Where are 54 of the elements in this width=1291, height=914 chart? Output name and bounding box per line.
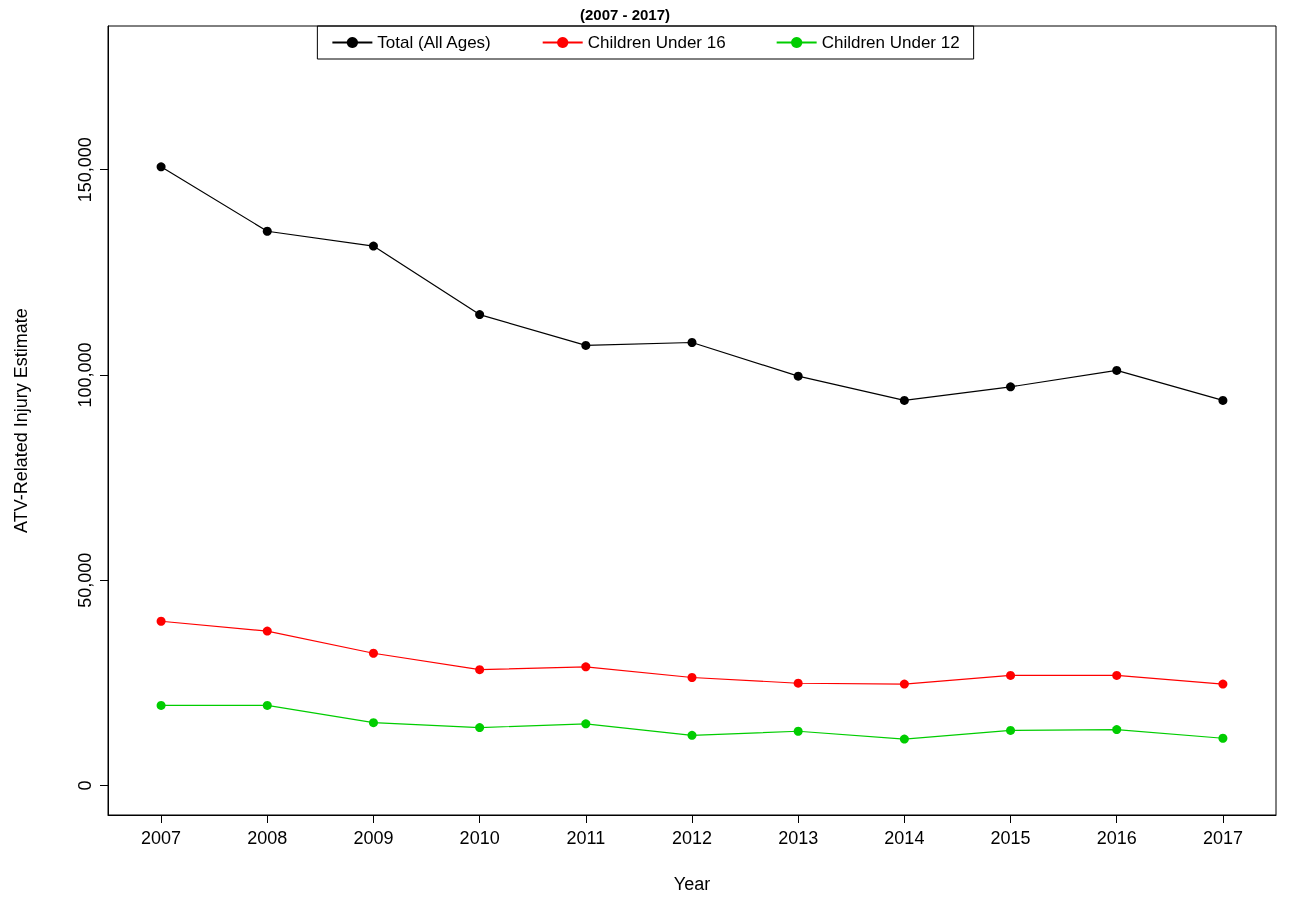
- chart-title: (2007 - 2017): [579, 6, 671, 23]
- y-tick-label: 100,000: [75, 342, 95, 408]
- y-tick-label: 50,000: [75, 552, 95, 608]
- point: [368, 718, 378, 728]
- point: [581, 719, 591, 729]
- point: [899, 395, 909, 405]
- point: [581, 340, 591, 350]
- x-tick-label: 2015: [990, 828, 1031, 848]
- x-tick-label: 2008: [247, 828, 288, 848]
- legend-label: Children Under 16: [587, 33, 726, 52]
- point: [1218, 395, 1228, 405]
- point: [1112, 365, 1122, 375]
- point: [368, 648, 378, 658]
- y-tick-label: 0: [75, 780, 95, 791]
- point: [687, 672, 697, 682]
- y-tick-label: 150,000: [75, 137, 95, 203]
- point: [899, 679, 909, 689]
- x-tick-label: 2011: [566, 828, 606, 848]
- point: [475, 723, 485, 733]
- point: [475, 310, 485, 320]
- point: [687, 338, 697, 347]
- x-tick-label: 2007: [141, 828, 182, 848]
- x-tick-label: 2016: [1096, 828, 1137, 848]
- point: [262, 700, 272, 710]
- point: [1006, 382, 1016, 392]
- point: [581, 662, 591, 672]
- point: [1006, 670, 1016, 680]
- legend-label: Children Under 12: [821, 33, 960, 52]
- point: [156, 616, 166, 626]
- point: [899, 734, 909, 744]
- point: [1006, 725, 1016, 735]
- point: [1112, 670, 1122, 680]
- point: [262, 226, 272, 236]
- x-tick-label: 2017: [1202, 828, 1243, 848]
- point: [1112, 725, 1122, 735]
- x-axis-title: Year: [673, 874, 711, 894]
- point: [687, 730, 697, 740]
- y-axis-title: ATV-Related Injury Estimate: [11, 308, 31, 533]
- x-tick-label: 2012: [671, 828, 713, 848]
- x-tick-label: 2009: [353, 828, 394, 848]
- point: [156, 700, 166, 710]
- point: [793, 371, 803, 381]
- point: [793, 726, 803, 736]
- legend-label: Total (All Ages): [377, 33, 491, 52]
- point: [475, 665, 485, 675]
- x-tick-label: 2013: [778, 828, 819, 848]
- point: [793, 678, 803, 688]
- x-tick-label: 2010: [459, 828, 500, 848]
- point: [156, 162, 166, 172]
- x-tick-label: 2014: [884, 828, 925, 848]
- point: [368, 241, 378, 251]
- point: [1218, 679, 1228, 689]
- point: [262, 626, 272, 636]
- point: [1218, 733, 1228, 743]
